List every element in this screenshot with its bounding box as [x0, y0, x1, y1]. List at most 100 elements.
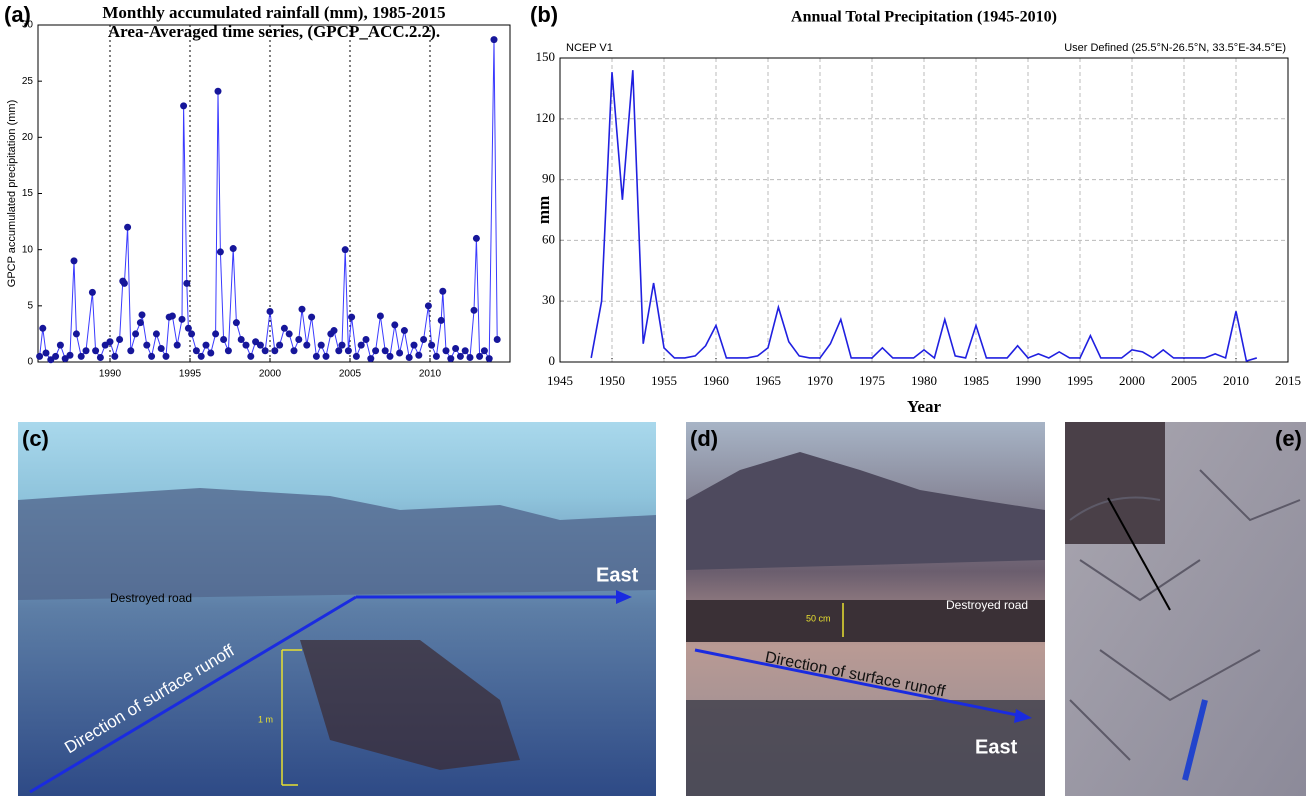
data-point [481, 347, 488, 354]
data-point [271, 347, 278, 354]
data-point [457, 353, 464, 360]
data-point [491, 36, 498, 43]
y-tick-label: 25 [22, 76, 34, 87]
data-point [267, 308, 274, 315]
x-tick-label: 2000 [259, 369, 282, 380]
annotation: East [975, 736, 1018, 758]
photo-c: (c) Destroyed road East Direction of sur… [18, 422, 656, 796]
data-point [486, 355, 493, 362]
y-tick-label: 150 [536, 49, 556, 64]
panel-label: (d) [690, 426, 718, 451]
data-point [179, 316, 186, 323]
data-point [124, 224, 131, 231]
data-point [73, 330, 80, 337]
x-tick-label: 1950 [599, 373, 625, 388]
y-tick-label: 30 [542, 292, 555, 307]
data-point [57, 342, 64, 349]
x-tick-label: 1980 [911, 373, 937, 388]
data-point [83, 347, 90, 354]
y-tick-label: 60 [542, 231, 555, 246]
y-tick-label: 5 [27, 300, 33, 311]
y-axis-label: mm [534, 196, 553, 224]
data-point [331, 327, 338, 334]
data-point [318, 342, 325, 349]
data-point [238, 336, 245, 343]
x-tick-label: 2010 [1223, 373, 1249, 388]
data-point [295, 336, 302, 343]
data-point [428, 342, 435, 349]
data-point [212, 330, 219, 337]
data-point [471, 307, 478, 314]
x-tick-label: 2010 [419, 369, 442, 380]
data-point [183, 280, 190, 287]
data-point [438, 317, 445, 324]
data-point [391, 321, 398, 328]
data-point [39, 325, 46, 332]
data-point [286, 330, 293, 337]
data-point [188, 330, 195, 337]
chart-title: Monthly accumulated rainfall (mm), 1985-… [102, 3, 445, 22]
data-point [203, 342, 210, 349]
data-point [447, 355, 454, 362]
data-point [36, 353, 43, 360]
x-tick-label: 1975 [859, 373, 885, 388]
data-point [139, 311, 146, 318]
y-tick-label: 0 [27, 357, 33, 368]
data-point [358, 342, 365, 349]
data-point [382, 347, 389, 354]
data-point [323, 353, 330, 360]
data-point [243, 342, 250, 349]
data-point [420, 336, 427, 343]
photo-e: (e) [1065, 422, 1306, 796]
data-point [220, 336, 227, 343]
data-point [281, 325, 288, 332]
data-point [107, 338, 114, 345]
data-point [111, 353, 118, 360]
data-point [387, 353, 394, 360]
x-tick-label: 1990 [99, 369, 122, 380]
data-point [198, 353, 205, 360]
data-point [116, 336, 123, 343]
data-point [148, 353, 155, 360]
note: User Defined (25.5°N-26.5°N, 33.5°E-34.5… [1064, 42, 1286, 54]
data-point [180, 102, 187, 109]
data-point [415, 352, 422, 359]
data-point [363, 336, 370, 343]
note: NCEP V1 [566, 42, 613, 54]
data-point [396, 350, 403, 357]
x-tick-label: 1960 [703, 373, 729, 388]
annotation: 1 m [258, 714, 273, 724]
y-tick-label: 120 [536, 110, 556, 125]
plot-frame [38, 25, 510, 362]
data-point [137, 319, 144, 326]
y-tick-label: 30 [22, 20, 34, 31]
y-axis-label: GPCP accumulated precipitation (mm) [6, 100, 18, 287]
inset [1065, 422, 1165, 544]
data-point [303, 342, 310, 349]
data-point [233, 319, 240, 326]
x-tick-label: 1995 [179, 369, 202, 380]
data-point [443, 347, 450, 354]
data-point [473, 235, 480, 242]
data-point [127, 347, 134, 354]
x-tick-label: 1990 [1015, 373, 1041, 388]
data-point [43, 350, 50, 357]
y-tick-label: 0 [549, 353, 556, 368]
x-tick-label: 1995 [1067, 373, 1093, 388]
y-tick-label: 20 [22, 132, 34, 143]
data-point [247, 353, 254, 360]
data-point [193, 347, 200, 354]
data-point [353, 353, 360, 360]
data-point [215, 88, 222, 95]
x-tick-label: 1985 [963, 373, 989, 388]
annotation: East [596, 564, 639, 586]
panel-label: (c) [22, 426, 49, 451]
data-point [276, 342, 283, 349]
chart-title: Annual Total Precipitation (1945-2010) [791, 9, 1057, 26]
data-point [132, 330, 139, 337]
data-point [169, 312, 176, 319]
data-point [262, 347, 269, 354]
data-point [345, 347, 352, 354]
panel-label: (b) [530, 2, 558, 27]
data-point [406, 354, 413, 361]
